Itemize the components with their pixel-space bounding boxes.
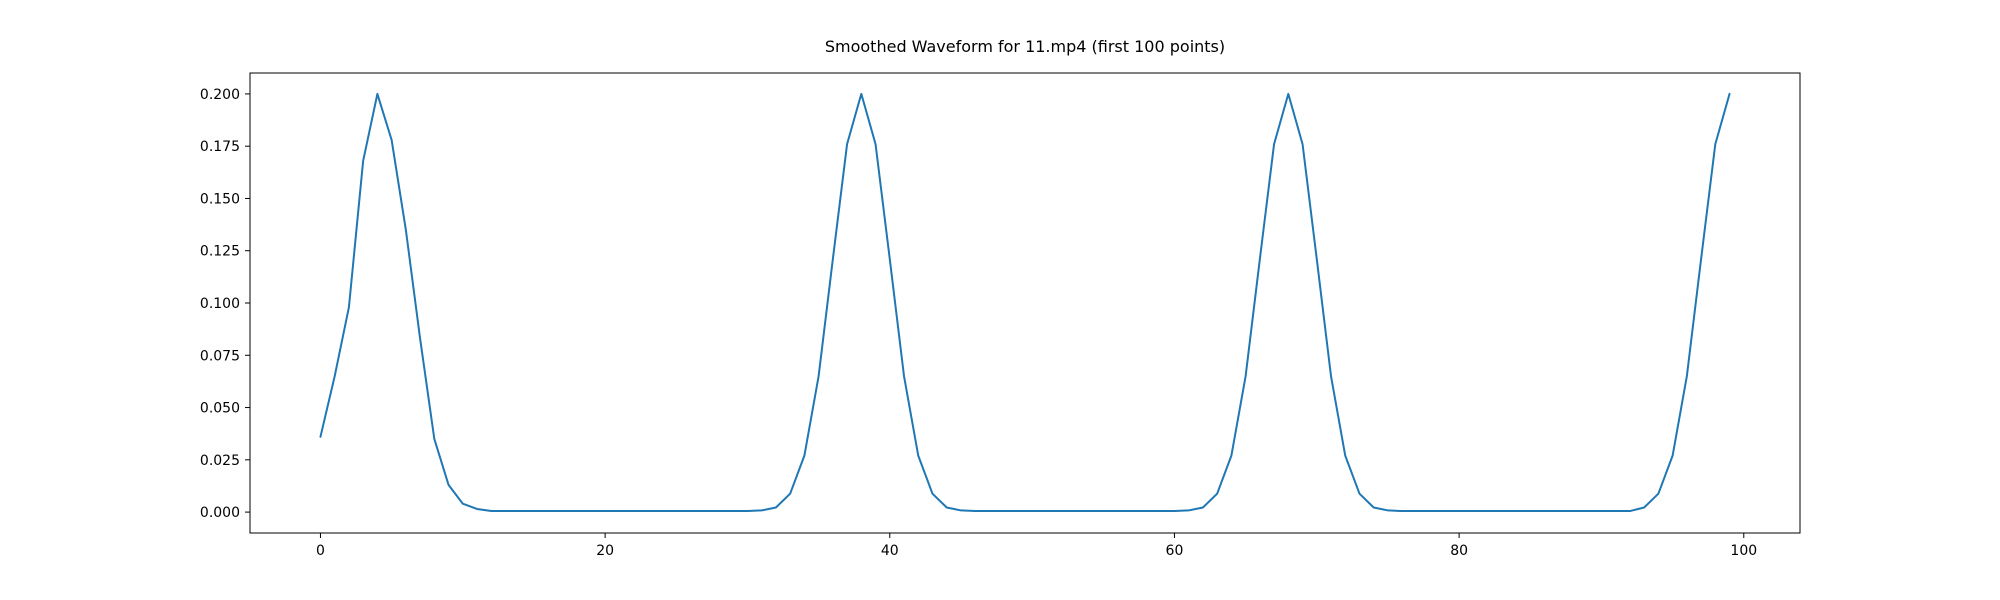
x-tick-label: 20 [596,543,614,559]
y-tick-label: 0.175 [200,139,240,155]
x-tick-label: 0 [316,543,325,559]
y-tick-label: 0.000 [200,505,240,521]
x-tick-label: 100 [1730,543,1757,559]
x-tick-label: 80 [1450,543,1468,559]
y-tick-label: 0.075 [200,348,240,364]
y-tick-label: 0.100 [200,296,240,312]
axes-frame [249,72,1801,534]
waveform-line [319,92,1731,513]
y-tick-label: 0.025 [200,453,240,469]
x-tick-label: 60 [1166,543,1184,559]
y-tick-label: 0.200 [200,87,240,103]
y-tick-label: 0.150 [200,191,240,207]
y-tick-label: 0.125 [200,244,240,260]
chart-title: Smoothed Waveform for 11.mp4 (first 100 … [824,37,1226,56]
x-tick-label: 40 [881,543,899,559]
y-tick-label: 0.050 [200,401,240,417]
